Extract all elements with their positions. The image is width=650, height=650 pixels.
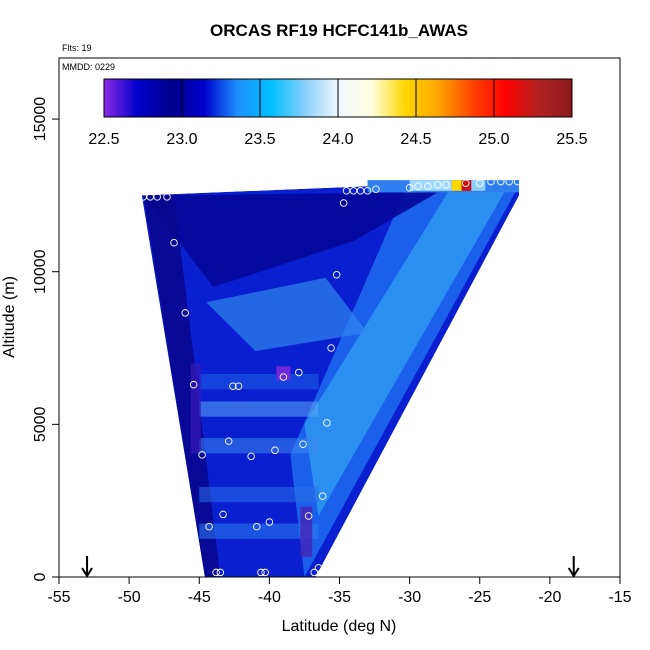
colorbar-tick-label: 24.5 — [400, 131, 431, 148]
colorbar-tick-label: 24.0 — [322, 131, 353, 148]
sample-point — [314, 564, 323, 572]
colorbar: 22.5 23.0 23.5 24.0 24.5 25.0 25.5 — [88, 78, 588, 148]
sample-point — [505, 177, 513, 186]
colorbar-ticks: 22.5 23.0 23.5 24.0 24.5 25.0 25.5 — [88, 79, 588, 148]
arrow-head — [81, 567, 93, 578]
field-streak — [199, 373, 319, 390]
sample-point — [219, 510, 227, 519]
sample-point — [323, 419, 331, 427]
sample-point — [170, 238, 178, 247]
y-tick-label: 10000 — [32, 249, 49, 294]
top-strip-hot — [461, 180, 472, 191]
x-tick-label: -40 — [258, 589, 281, 606]
sample-point — [295, 368, 303, 377]
colorbar-tick-label: 25.5 — [556, 131, 587, 148]
sample-point — [414, 182, 422, 190]
sample-point — [442, 180, 450, 189]
sample-point — [299, 440, 307, 448]
arrow-head — [567, 567, 580, 578]
field-streak — [199, 486, 319, 503]
field-region — [206, 277, 368, 352]
sample-point — [265, 518, 274, 526]
sample-point — [229, 382, 237, 390]
top-strip-light — [471, 180, 486, 191]
sample-point — [304, 512, 313, 520]
y-tick-label: 5000 — [32, 406, 49, 442]
sample-points — [139, 177, 522, 577]
colorbar-tick-label: 23.0 — [166, 131, 197, 148]
sample-point — [310, 568, 319, 577]
sample-point — [247, 452, 255, 461]
sample-point — [216, 568, 225, 577]
field-clip-group — [141, 180, 520, 577]
top-strip-warm — [451, 180, 466, 191]
sample-point — [497, 177, 505, 186]
sample-point — [153, 193, 161, 201]
x-tick-label: -55 — [47, 589, 70, 606]
y-tick-label: 0 — [32, 572, 49, 581]
sample-point — [327, 344, 335, 352]
field-streak — [199, 401, 319, 417]
annotation-mmdd: MMDD: 0229 — [62, 62, 115, 72]
sample-point — [198, 451, 206, 459]
field-region — [143, 192, 438, 287]
sample-point — [257, 568, 265, 577]
sample-point — [339, 199, 348, 207]
sample-point — [405, 183, 414, 192]
x-tick-label: -45 — [188, 589, 211, 606]
sample-point — [253, 522, 261, 531]
y-axis: 0 5000 10000 15000 — [32, 97, 60, 581]
sample-point — [205, 522, 213, 531]
field-accent — [190, 363, 201, 454]
sample-point — [433, 180, 442, 189]
sample-point — [513, 177, 522, 186]
sample-point — [234, 382, 243, 390]
cross-section-field — [141, 180, 520, 577]
chart-title: ORCAS RF19 HCFC141b_AWAS — [210, 21, 468, 40]
colorbar-tick-label: 25.0 — [478, 131, 509, 148]
field-region — [290, 180, 520, 577]
x-tick-label: -25 — [468, 589, 491, 606]
sample-point — [163, 193, 171, 201]
x-tick-label: -30 — [398, 589, 421, 606]
sample-point — [332, 271, 341, 279]
sample-point — [487, 177, 495, 186]
x-tick-label: -35 — [328, 589, 351, 606]
field-region — [143, 195, 221, 577]
sample-point — [181, 309, 189, 317]
colorbar-tick-label: 22.5 — [88, 131, 119, 148]
sample-point — [476, 179, 484, 187]
x-tick-label: -50 — [118, 589, 141, 606]
sample-point — [363, 187, 372, 195]
field-region — [304, 186, 508, 516]
sample-point — [212, 568, 220, 577]
sample-point — [261, 568, 269, 577]
colorbar-tick-label: 23.5 — [244, 131, 275, 148]
x-tick-label: -20 — [538, 589, 561, 606]
sample-point — [189, 380, 198, 389]
sample-point — [279, 373, 288, 381]
y-tick-label: 15000 — [32, 97, 49, 142]
sample-point — [424, 182, 432, 190]
sample-point — [224, 437, 233, 445]
latitude-arrows — [81, 556, 580, 578]
x-axis-label: Latitude (deg N) — [282, 618, 397, 635]
x-axis: -55 -50 -45 -40 -35 -30 -25 -20 -15 — [47, 576, 632, 606]
field-streak — [199, 523, 319, 539]
y-axis-label: Altitude (m) — [1, 276, 18, 358]
sample-point — [271, 446, 279, 455]
field-streak — [199, 438, 319, 454]
sample-point — [461, 179, 470, 187]
x-tick-label: -15 — [608, 589, 631, 606]
annotation-flights: Flts: 19 — [62, 43, 92, 53]
sample-point — [372, 185, 380, 194]
sample-point — [318, 492, 327, 500]
